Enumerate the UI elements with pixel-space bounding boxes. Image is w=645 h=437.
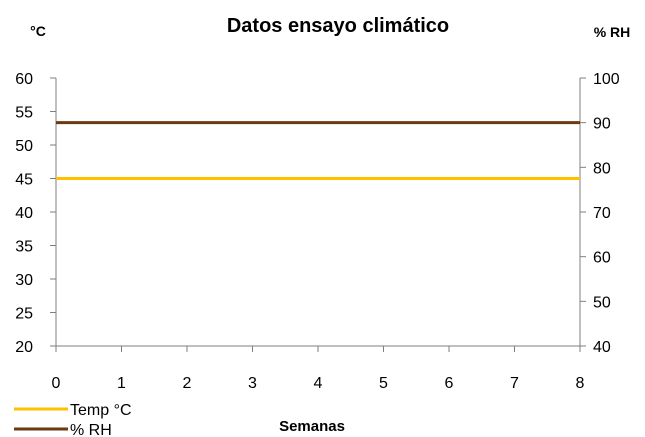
right-y-tick-label: 60 <box>593 250 611 267</box>
legend-label: Temp °C <box>70 402 132 419</box>
legend-label: % RH <box>70 422 112 437</box>
left-y-tick-label: 35 <box>15 239 33 256</box>
series-lines <box>56 121 580 180</box>
x-tick-label: 2 <box>183 375 192 392</box>
x-tick-label: 1 <box>117 375 126 392</box>
x-tick-label: 5 <box>379 375 388 392</box>
left-y-tick-label: 55 <box>15 105 33 122</box>
right-y-tick-label: 40 <box>593 339 611 356</box>
left-y-tick-label: 20 <box>15 339 33 356</box>
left-y-tick-label: 40 <box>15 205 33 222</box>
x-tick-label: 7 <box>510 375 519 392</box>
x-tick-label: 3 <box>248 375 257 392</box>
left-y-tick-label: 25 <box>15 306 33 323</box>
right-y-tick-label: 50 <box>593 294 611 311</box>
left-y-tick-label: 60 <box>15 71 33 88</box>
x-tick-label: 4 <box>314 375 323 392</box>
x-tick-label: 8 <box>576 375 585 392</box>
left-y-tick-label: 45 <box>15 172 33 189</box>
right-y-tick-label: 70 <box>593 205 611 222</box>
left-axis-unit: °C <box>30 23 46 39</box>
right-axis-unit: % RH <box>594 24 631 40</box>
right-y-tick-label: 90 <box>593 116 611 133</box>
legend: Temp °C % RH <box>14 402 132 437</box>
left-y-tick-label: 30 <box>15 272 33 289</box>
chart-title: Datos ensayo climático <box>227 15 449 37</box>
left-y-tick-label: 50 <box>15 138 33 155</box>
x-tick-label: 0 <box>52 375 61 392</box>
right-y-tick-label: 80 <box>593 160 611 177</box>
right-y-tick-label: 100 <box>593 71 620 88</box>
x-tick-label: 6 <box>445 375 454 392</box>
x-axis-title: Semanas <box>279 418 345 435</box>
